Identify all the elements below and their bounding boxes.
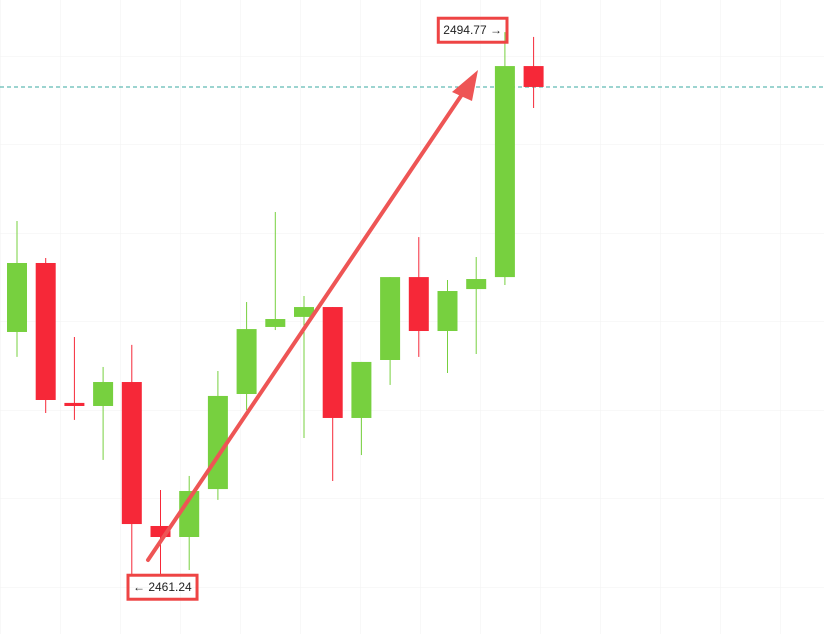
price-label-box [126,573,199,601]
candle-body [466,279,487,290]
candle-body [236,329,257,395]
candle-body [7,262,27,332]
candle-body [494,66,515,278]
trend-arrow [146,70,478,562]
candle-body [523,66,544,87]
candle-body [35,262,56,400]
candle-body [408,277,429,332]
price-label: 2494.77 → [443,23,502,37]
candle-body [179,491,200,537]
candle-body [150,525,171,537]
candle-body [380,277,401,360]
candles [0,32,824,576]
candle-body [93,382,114,406]
candle-body [265,319,286,327]
annotations: 2494.77 → ← 2461.24 [126,16,509,601]
candle-body [351,361,372,418]
price-label-box [436,16,509,44]
candle-body [294,307,314,317]
candle-body [64,402,85,406]
candle-body [322,307,343,418]
candle-body [121,382,142,525]
price-label: ← 2461.24 [133,580,192,594]
candle-body [437,291,458,332]
